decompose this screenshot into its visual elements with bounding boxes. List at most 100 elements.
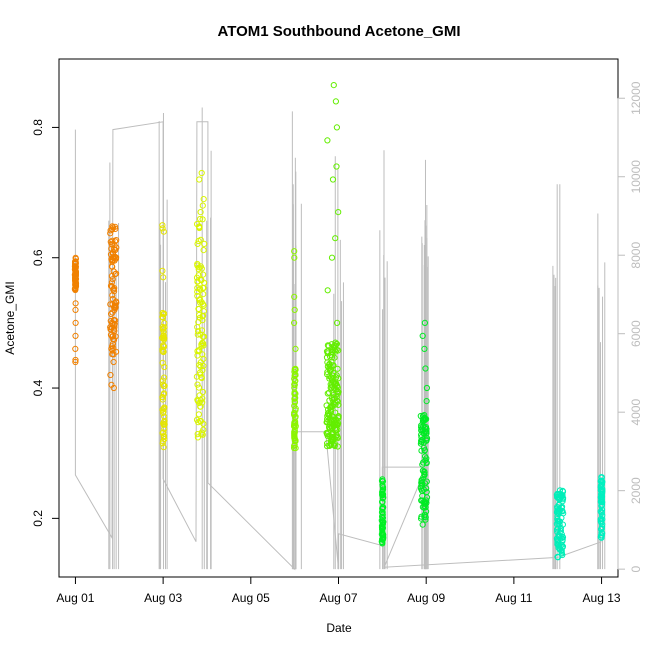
data-point: [107, 301, 114, 308]
data-point: [109, 223, 116, 230]
data-point: [291, 410, 298, 417]
data-point: [194, 240, 201, 247]
series-cluster: [553, 487, 567, 561]
data-point-outlier: [159, 222, 166, 229]
data-point: [325, 342, 332, 350]
data-point: [555, 495, 562, 502]
x-tick-label: Aug 03: [144, 591, 182, 605]
data-point-outlier: [329, 176, 337, 183]
data-point-outlier: [108, 381, 115, 388]
data-point: [422, 480, 429, 487]
series-cluster: [107, 223, 120, 392]
data-point: [598, 530, 606, 537]
data-point: [194, 381, 201, 388]
data-point: [323, 419, 330, 426]
data-point: [328, 354, 336, 361]
data-point: [598, 523, 606, 531]
data-point-outlier: [324, 287, 331, 294]
data-point: [109, 250, 117, 257]
data-point: [108, 310, 115, 318]
series-cluster: [417, 319, 431, 528]
data-point: [421, 417, 428, 424]
y-tick-label: 0.6: [31, 249, 45, 266]
data-point: [108, 279, 116, 286]
data-point: [291, 384, 298, 391]
data-point: [194, 292, 201, 300]
data-point: [334, 421, 341, 429]
data-point: [327, 408, 335, 415]
data-point: [200, 247, 207, 254]
data-point: [379, 521, 386, 528]
data-point: [554, 526, 561, 533]
data-point: [558, 550, 565, 557]
data-point: [419, 461, 426, 468]
y-tick-label: 0.4: [31, 379, 45, 396]
data-point: [159, 313, 166, 320]
data-point-outlier: [291, 293, 298, 300]
series-cluster: [323, 82, 342, 450]
data-point: [554, 528, 561, 536]
data-point-outlier: [198, 169, 205, 177]
data-point: [109, 237, 116, 244]
data-point: [559, 544, 566, 551]
data-point: [330, 369, 337, 377]
data-point-outlier: [422, 365, 429, 372]
data-point: [71, 286, 79, 293]
data-point-outlier: [419, 332, 426, 339]
data-point-outlier: [107, 371, 114, 379]
data-point: [330, 362, 337, 369]
y2-tick-label: 2000: [629, 477, 643, 504]
data-point: [380, 534, 387, 541]
data-point: [160, 429, 167, 436]
data-point: [335, 375, 342, 382]
data-point: [161, 374, 168, 381]
data-point: [198, 299, 205, 306]
x-tick-label: Aug 11: [495, 591, 532, 605]
data-point-outlier: [159, 225, 166, 232]
data-point: [326, 412, 333, 419]
data-point: [160, 334, 167, 341]
data-point: [109, 276, 116, 283]
data-point: [72, 272, 80, 279]
data-point: [559, 507, 566, 514]
data-point: [194, 352, 201, 359]
data-point-outlier: [72, 358, 79, 366]
data-point: [197, 397, 204, 404]
data-point: [335, 413, 342, 420]
data-point: [112, 271, 119, 278]
data-point: [419, 413, 427, 420]
data-point: [335, 415, 342, 422]
data-point-outlier: [421, 345, 428, 352]
data-point: [195, 347, 203, 354]
data-point: [198, 429, 205, 436]
y-axis-right: 0 2000 4000 6000 8000 10000 12000: [617, 81, 643, 572]
data-point: [197, 369, 204, 376]
data-point: [423, 430, 430, 437]
data-point: [323, 348, 331, 355]
data-point: [379, 529, 386, 537]
data-point: [330, 380, 337, 387]
series-cluster: [193, 169, 208, 441]
data-point: [379, 481, 386, 488]
y2-tick-label: 10000: [629, 160, 643, 194]
data-point: [332, 339, 339, 346]
data-point: [72, 282, 79, 289]
data-point: [107, 317, 114, 325]
data-point-outlier: [291, 319, 298, 326]
y2-tick-label: 0: [629, 565, 643, 572]
data-point: [199, 313, 206, 320]
data-point: [421, 468, 428, 475]
data-point: [324, 363, 331, 370]
data-point: [161, 425, 168, 432]
data-point: [160, 311, 167, 318]
y-tick-label: 0.8: [31, 119, 45, 136]
y2-tick-label: 6000: [629, 320, 643, 347]
data-point: [194, 431, 201, 438]
data-point: [418, 515, 425, 522]
data-point: [159, 359, 166, 366]
data-point: [421, 502, 428, 510]
data-point: [333, 433, 340, 440]
data-point: [329, 416, 336, 423]
data-point: [197, 215, 204, 223]
y2-tick-label: 4000: [629, 399, 643, 426]
